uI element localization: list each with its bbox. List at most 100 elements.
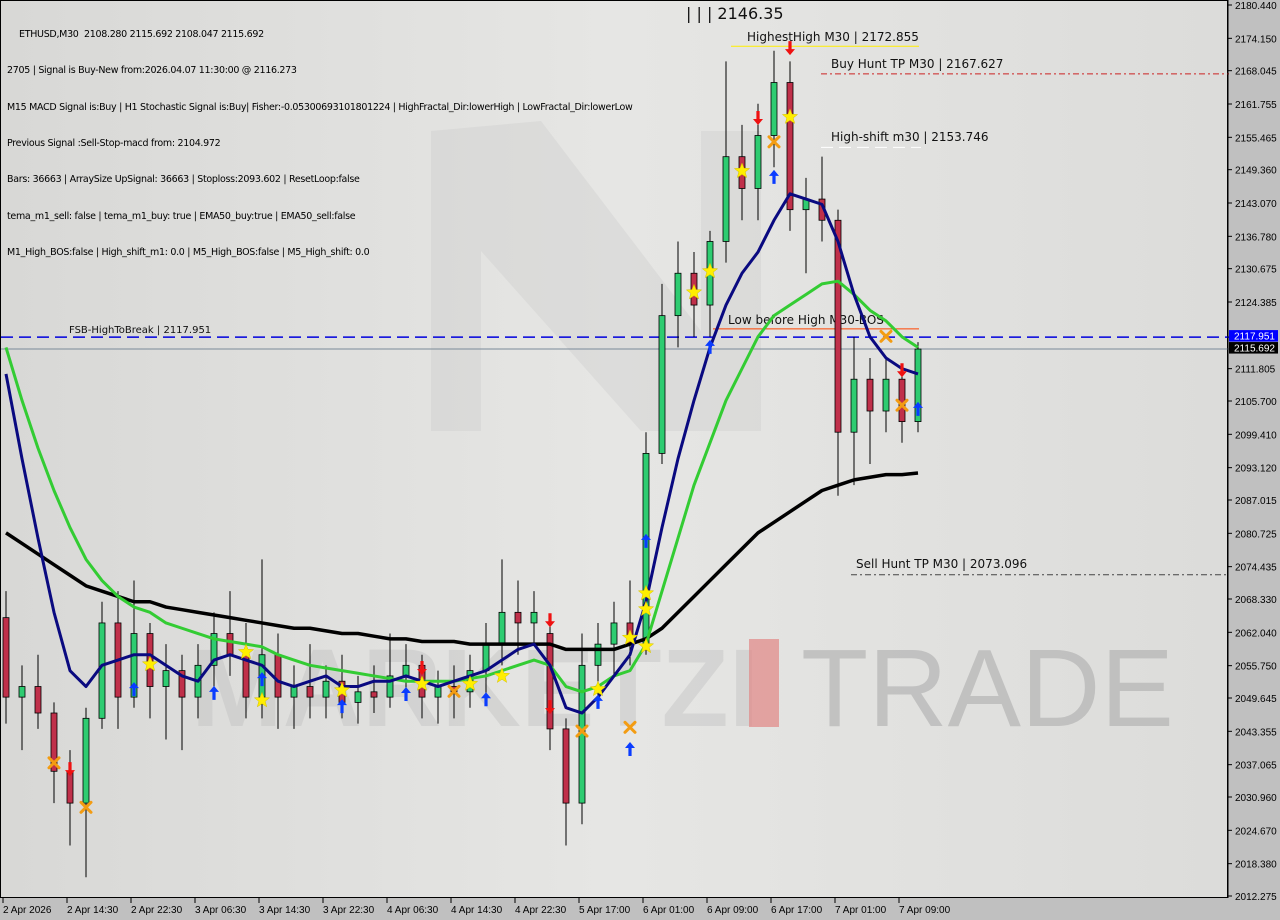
sell-arrow-icon bbox=[65, 762, 75, 777]
price-tick-label: 2161.755 bbox=[1235, 100, 1277, 111]
candle-bear bbox=[562, 728, 570, 804]
exit-cross-icon bbox=[47, 756, 61, 770]
sell-arrow-icon bbox=[545, 700, 555, 715]
sell-arrow-icon bbox=[753, 111, 763, 126]
candle-bull bbox=[882, 378, 890, 412]
candle-bull bbox=[162, 670, 170, 687]
candle-bear bbox=[274, 654, 282, 698]
candle-bull bbox=[498, 611, 506, 645]
buy-arrow-icon bbox=[769, 169, 779, 184]
buy-arrow-icon bbox=[401, 686, 411, 701]
candle-bull bbox=[642, 452, 650, 645]
exit-cross-icon bbox=[575, 724, 589, 738]
buy-arrow-icon bbox=[209, 685, 219, 700]
time-tick-label: 3 Apr 06:30 bbox=[195, 905, 247, 916]
candle-bear bbox=[50, 712, 58, 772]
candle-bull bbox=[386, 675, 394, 698]
star-signal-icon bbox=[333, 681, 351, 698]
candle-bull bbox=[402, 664, 410, 677]
candle-bull bbox=[434, 686, 442, 698]
price-tick-label: 2018.380 bbox=[1235, 860, 1277, 871]
price-tick-label: 2099.410 bbox=[1235, 430, 1277, 441]
price-tick-label: 2111.805 bbox=[1235, 365, 1276, 376]
price-tick-label: 2049.645 bbox=[1235, 694, 1277, 705]
price-badge: 2115.692 bbox=[1234, 344, 1275, 355]
buy-arrow-icon bbox=[593, 694, 603, 709]
level-label: High-shift m30 | 2153.746 bbox=[831, 130, 989, 144]
buy-arrow-icon bbox=[641, 533, 651, 548]
level-label: FSB-HighToBreak | 2117.951 bbox=[69, 325, 211, 336]
price-tick-label: 2037.065 bbox=[1235, 761, 1277, 772]
price-chart-svg: MARKETZI TRADE FSB-HighToBreak | 2117.951 H… bbox=[1, 4, 1229, 878]
top-annotation: | | | 2146.35 bbox=[686, 4, 784, 23]
candle-bull bbox=[322, 680, 330, 698]
price-badge-bg bbox=[1229, 330, 1278, 342]
candle-bull bbox=[290, 686, 298, 698]
price-tick-label: 2093.120 bbox=[1235, 464, 1277, 475]
candle-bear bbox=[546, 633, 554, 730]
price-tick-label: 2149.360 bbox=[1235, 166, 1277, 177]
buy-arrow-icon bbox=[337, 699, 347, 714]
price-tick-label: 2124.385 bbox=[1235, 298, 1277, 309]
price-tick-label: 2043.355 bbox=[1235, 727, 1277, 738]
price-tick-label: 2143.070 bbox=[1235, 199, 1277, 210]
star-signal-icon bbox=[237, 643, 255, 660]
sell-arrow-icon bbox=[417, 660, 427, 675]
time-tick-label: 6 Apr 09:00 bbox=[707, 905, 759, 916]
indicator-info-panel: ETHUSD,M30 2108.280 2115.692 2108.047 21… bbox=[7, 5, 633, 283]
time-tick-label: 4 Apr 22:30 bbox=[515, 905, 567, 916]
star-signal-icon bbox=[621, 629, 639, 645]
candle-bull bbox=[530, 611, 538, 624]
info-line-bars: Bars: 36663 | ArraySize UpSignal: 36663 … bbox=[7, 174, 360, 186]
price-badge: 2117.951 bbox=[1234, 332, 1275, 343]
price-tick-label: 2180.440 bbox=[1235, 1, 1277, 12]
watermark-text-left: MARKETZI bbox=[191, 627, 759, 750]
candle-bull bbox=[754, 135, 762, 189]
price-tick-label: 2130.675 bbox=[1235, 265, 1277, 276]
exit-cross-icon bbox=[79, 800, 93, 814]
price-tick-label: 2030.960 bbox=[1235, 793, 1277, 804]
candle-bull bbox=[210, 633, 218, 666]
tema-line bbox=[4, 192, 919, 715]
candle-bear bbox=[2, 617, 10, 698]
candle-bull bbox=[18, 686, 26, 698]
exit-cross-icon bbox=[447, 684, 461, 698]
buy-arrow-icon bbox=[913, 401, 923, 416]
price-tick-label: 2174.150 bbox=[1235, 34, 1277, 45]
star-signal-icon bbox=[413, 675, 431, 691]
star-signal-icon bbox=[253, 691, 271, 708]
price-tick-label: 2055.750 bbox=[1235, 662, 1277, 673]
star-signal-icon bbox=[589, 680, 607, 697]
candle-bear bbox=[370, 691, 378, 698]
price-tick-label: 2024.670 bbox=[1235, 826, 1277, 837]
info-line-signal: 2705 | Signal is Buy-New from:2026.04.07… bbox=[7, 65, 297, 77]
time-tick-label: 3 Apr 14:30 bbox=[259, 905, 311, 916]
candle-bear bbox=[514, 611, 522, 624]
candle-bear bbox=[34, 686, 42, 714]
exit-cross-icon bbox=[895, 398, 909, 412]
star-signal-icon bbox=[461, 675, 479, 691]
watermark-logo: MARKETZI TRADE bbox=[191, 121, 1174, 750]
watermark-accent-bar bbox=[749, 639, 779, 727]
candle-bear bbox=[866, 378, 874, 412]
level-label: HighestHigh M30 | 2172.855 bbox=[747, 30, 919, 44]
candle-bear bbox=[786, 82, 794, 211]
candle-bull bbox=[482, 643, 490, 672]
star-signal-icon bbox=[781, 108, 799, 124]
price-tick-label: 2087.015 bbox=[1235, 496, 1277, 507]
info-line-bos: M1_High_BOS:false | High_shift_m1: 0.0 |… bbox=[7, 246, 370, 258]
time-tick-label: 4 Apr 06:30 bbox=[387, 905, 439, 916]
time-tick-label: 2 Apr 2026 bbox=[3, 905, 52, 916]
time-tick-label: 7 Apr 01:00 bbox=[835, 905, 887, 916]
star-signal-icon bbox=[733, 162, 751, 179]
star-signal-icon bbox=[493, 667, 511, 683]
chart-plot-area[interactable]: MARKETZI TRADE FSB-HighToBreak | 2117.951 H… bbox=[0, 0, 1229, 898]
info-line-previous-signal: Previous Signal :Sell-Stop-macd from: 21… bbox=[7, 138, 221, 150]
candle-bull bbox=[98, 622, 106, 719]
info-line-macd: M15 MACD Signal is:Buy | H1 Stochastic S… bbox=[7, 101, 633, 113]
star-signal-icon bbox=[141, 655, 159, 672]
candle-bear bbox=[834, 219, 842, 433]
candle-bull bbox=[130, 633, 138, 698]
buy-arrow-icon bbox=[625, 742, 635, 757]
star-signal-icon bbox=[701, 262, 719, 279]
